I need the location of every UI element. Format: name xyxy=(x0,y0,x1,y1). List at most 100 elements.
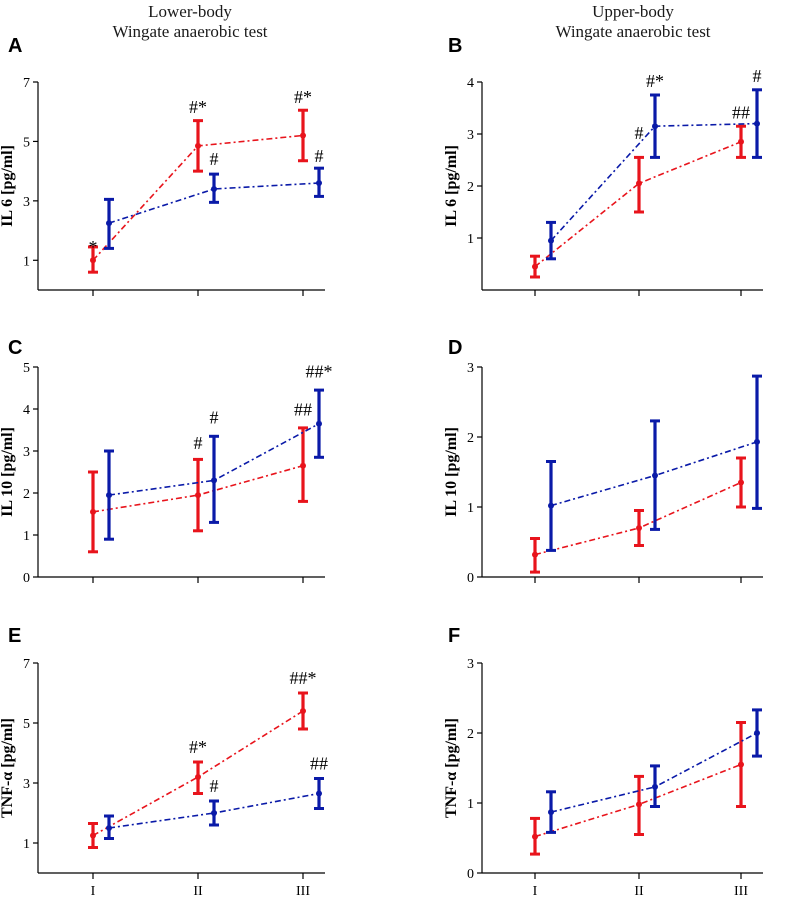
data-point-blue xyxy=(548,502,554,509)
y-tick-label: 5 xyxy=(23,361,30,376)
significance-annotation: # xyxy=(210,408,219,428)
data-point-blue xyxy=(652,123,658,130)
significance-annotation: # xyxy=(210,776,219,796)
y-tick-label: 2 xyxy=(467,431,474,446)
data-point-red xyxy=(90,508,96,515)
panel-letter: D xyxy=(448,337,462,359)
y-tick-label: 3 xyxy=(23,777,30,792)
significance-annotation: # xyxy=(753,66,762,86)
data-point-blue xyxy=(754,438,760,445)
x-tick-label: I xyxy=(533,884,538,899)
y-tick-label: 3 xyxy=(467,657,474,672)
data-point-blue xyxy=(652,472,658,479)
right-column-title-line2: Wingate anaerobic test xyxy=(555,22,710,41)
y-tick-label: 2 xyxy=(23,487,30,502)
significance-annotation: #* xyxy=(646,71,664,91)
y-axis-label: TNF-α [pg/ml] xyxy=(0,718,16,818)
y-tick-label: 3 xyxy=(467,361,474,376)
series-line-red xyxy=(534,141,742,268)
data-point-red xyxy=(636,801,642,808)
left-column-title-line1: Lower-body xyxy=(148,2,232,21)
data-point-red xyxy=(300,708,306,714)
series-line-blue xyxy=(108,792,320,829)
data-point-blue xyxy=(316,790,322,797)
y-tick-label: 0 xyxy=(467,571,474,586)
significance-annotation: #* xyxy=(294,87,312,107)
y-tick-label: 1 xyxy=(23,254,30,269)
panel-a: A 1 3 5 7 IL 6 [pg/ml] * #* # #* # xyxy=(0,35,325,296)
x-tick-label: III xyxy=(734,884,748,899)
significance-annotation: ##* xyxy=(290,668,317,688)
data-point-blue xyxy=(316,180,322,187)
data-point-blue xyxy=(652,783,658,790)
data-point-red xyxy=(532,551,538,558)
x-tick-label: I xyxy=(91,884,96,899)
right-column-title-line1: Upper-body xyxy=(592,2,674,21)
y-tick-label: 0 xyxy=(467,867,474,882)
panel-letter: C xyxy=(8,337,22,359)
data-point-red xyxy=(532,263,538,270)
y-tick-label: 3 xyxy=(23,445,30,460)
y-tick-label: 2 xyxy=(467,180,474,195)
y-tick-label: 1 xyxy=(23,837,30,852)
data-point-blue xyxy=(106,492,112,499)
significance-annotation: #* xyxy=(189,737,207,757)
panel-letter: E xyxy=(8,625,21,647)
data-point-red xyxy=(532,833,538,840)
data-point-red xyxy=(300,132,306,139)
data-point-blue xyxy=(106,220,112,227)
data-point-blue xyxy=(754,120,760,127)
y-axis-label: IL 10 [pg/ml] xyxy=(443,427,460,517)
significance-annotation: # xyxy=(210,149,219,169)
x-tick-label: II xyxy=(193,884,203,899)
x-tick-label: III xyxy=(296,884,310,899)
y-tick-label: 7 xyxy=(23,76,30,91)
data-point-blue xyxy=(548,809,554,816)
data-point-red xyxy=(738,479,744,486)
y-tick-label: 1 xyxy=(23,529,30,544)
significance-annotation: * xyxy=(89,237,98,257)
panel-letter: B xyxy=(448,35,462,57)
significance-annotation: #* xyxy=(189,97,207,117)
data-point-red xyxy=(636,180,642,187)
y-axis-label: TNF-α [pg/ml] xyxy=(443,718,460,818)
y-tick-label: 3 xyxy=(467,128,474,143)
data-point-blue xyxy=(211,185,217,192)
y-tick-label: 2 xyxy=(467,727,474,742)
y-axis-label: IL 10 [pg/ml] xyxy=(0,427,16,517)
data-point-red xyxy=(738,138,744,145)
y-tick-label: 5 xyxy=(23,717,30,732)
data-point-red xyxy=(738,761,744,768)
significance-annotation: ## xyxy=(310,754,328,774)
y-tick-label: 7 xyxy=(23,657,30,672)
significance-annotation: ## xyxy=(732,102,750,122)
left-column-title-line2: Wingate anaerobic test xyxy=(112,22,267,41)
data-point-red xyxy=(195,774,201,780)
data-point-red xyxy=(300,462,306,469)
panel-letter: A xyxy=(8,35,22,57)
data-point-blue xyxy=(211,810,217,816)
data-point-red xyxy=(90,832,96,839)
y-axis-label: IL 6 [pg/ml] xyxy=(0,145,16,227)
y-tick-label: 1 xyxy=(467,797,474,812)
series-line-blue xyxy=(108,422,320,496)
y-axis-label: IL 6 [pg/ml] xyxy=(443,145,460,227)
y-tick-label: 5 xyxy=(23,135,30,150)
significance-annotation: ##* xyxy=(306,362,333,382)
significance-annotation: # xyxy=(194,433,203,453)
y-tick-label: 0 xyxy=(23,571,30,586)
data-point-blue xyxy=(548,237,554,244)
data-point-blue xyxy=(316,420,322,427)
y-tick-label: 3 xyxy=(23,195,30,210)
significance-annotation: # xyxy=(635,123,644,143)
significance-annotation: # xyxy=(315,146,324,166)
panel-d: D 0 1 2 3 IL 10 [pg/ml] xyxy=(443,337,763,586)
data-point-blue xyxy=(106,825,112,831)
y-tick-label: 1 xyxy=(467,501,474,516)
